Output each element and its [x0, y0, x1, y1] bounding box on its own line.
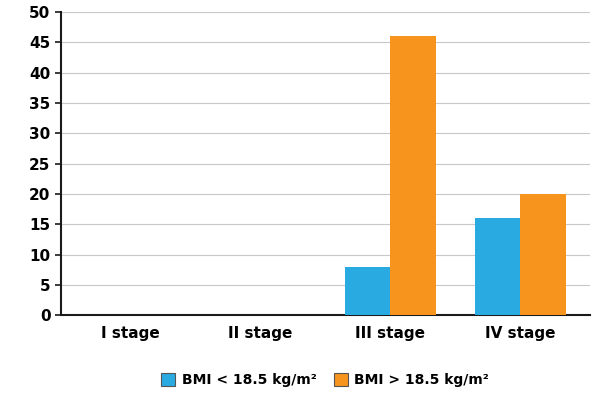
Bar: [475, 218, 520, 315]
Bar: [520, 194, 565, 315]
Legend: BMI < 18.5 kg/m², BMI > 18.5 kg/m²: BMI < 18.5 kg/m², BMI > 18.5 kg/m²: [156, 368, 495, 393]
Bar: [345, 267, 390, 315]
Bar: [390, 36, 436, 315]
